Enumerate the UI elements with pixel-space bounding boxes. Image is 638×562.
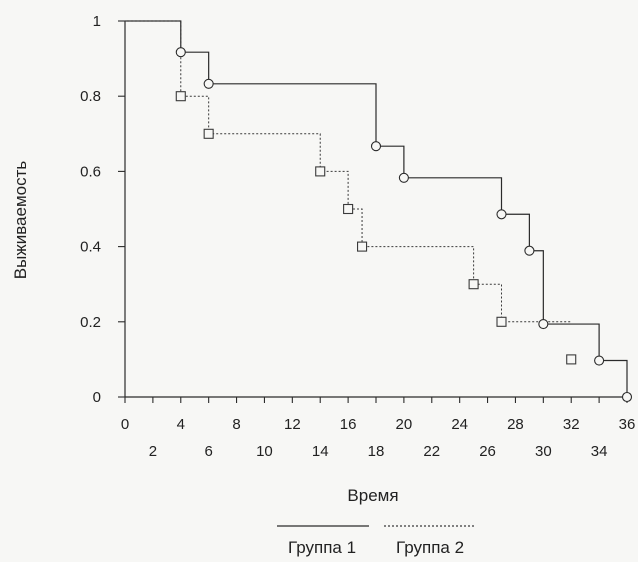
x-tick-label: 10: [256, 443, 273, 460]
y-tick-label: 0.6: [80, 163, 101, 180]
censor-circle-marker: [594, 355, 605, 366]
censor-circle-marker: [621, 391, 633, 403]
censor-circle-marker: [370, 141, 382, 152]
censor-square-marker: [357, 241, 368, 252]
y-tick-label: 0: [93, 389, 101, 406]
x-tick-label: 6: [204, 443, 212, 460]
x-tick-label: 24: [451, 416, 468, 433]
y-axis-label: Выживаемость: [11, 161, 30, 280]
censor-square-marker: [566, 354, 577, 365]
x-tick-label: 28: [507, 416, 524, 433]
censor-square-marker: [203, 128, 214, 139]
x-tick-label: 20: [396, 416, 413, 433]
censor-circle-marker: [496, 209, 507, 220]
y-tick-label: 1: [93, 13, 101, 30]
censor-circle-marker: [524, 245, 535, 256]
x-tick-label: 34: [591, 443, 608, 460]
x-tick-label: 30: [535, 443, 552, 460]
y-tick-label: 0.8: [80, 88, 101, 105]
censor-circle-marker: [398, 172, 409, 183]
x-tick-label: 16: [340, 416, 357, 433]
x-axis-ticks: 0 4 8 12 16 20 24 28 32 362 6 10 14 18 22 26 30 34: [121, 397, 636, 460]
legend-label-group-2: Группа 2: [396, 538, 464, 557]
x-axis-label: Время: [347, 486, 398, 505]
censor-square-marker: [315, 166, 326, 177]
series-lines: [125, 20, 628, 397]
legend: Группа 1 Группа 2: [277, 525, 476, 557]
x-tick-label: 8: [232, 416, 240, 433]
censor-square-marker: [343, 203, 354, 215]
series-line-1: [125, 20, 628, 397]
censor-circle-marker: [538, 319, 549, 330]
series-line-2: [125, 20, 572, 323]
legend-label-group-1: Группа 1: [288, 538, 356, 557]
x-tick-label: 32: [563, 416, 580, 433]
censor-square-marker: [496, 316, 507, 327]
x-tick-label: 18: [368, 443, 385, 460]
censor-square-marker: [468, 279, 479, 290]
x-tick-label: 14: [312, 443, 329, 460]
axes: [124, 21, 627, 398]
censor-square-marker: [175, 91, 186, 102]
x-tick-label: 0: [121, 416, 129, 433]
x-tick-label: 12: [284, 416, 301, 433]
x-tick-label: 22: [423, 443, 440, 460]
x-tick-label: 2: [149, 443, 157, 460]
y-tick-label: 0.2: [80, 314, 101, 331]
x-tick-label: 4: [177, 416, 185, 433]
censor-circle-marker: [175, 47, 186, 58]
y-tick-label: 0.4: [80, 239, 101, 256]
series-markers: [175, 47, 633, 403]
censor-circle-marker: [203, 78, 214, 89]
y-axis-ticks: 0 0.2 0.4 0.6 0.8 1: [80, 13, 125, 406]
x-tick-label: 36: [619, 416, 636, 433]
x-tick-label: 26: [479, 443, 496, 460]
